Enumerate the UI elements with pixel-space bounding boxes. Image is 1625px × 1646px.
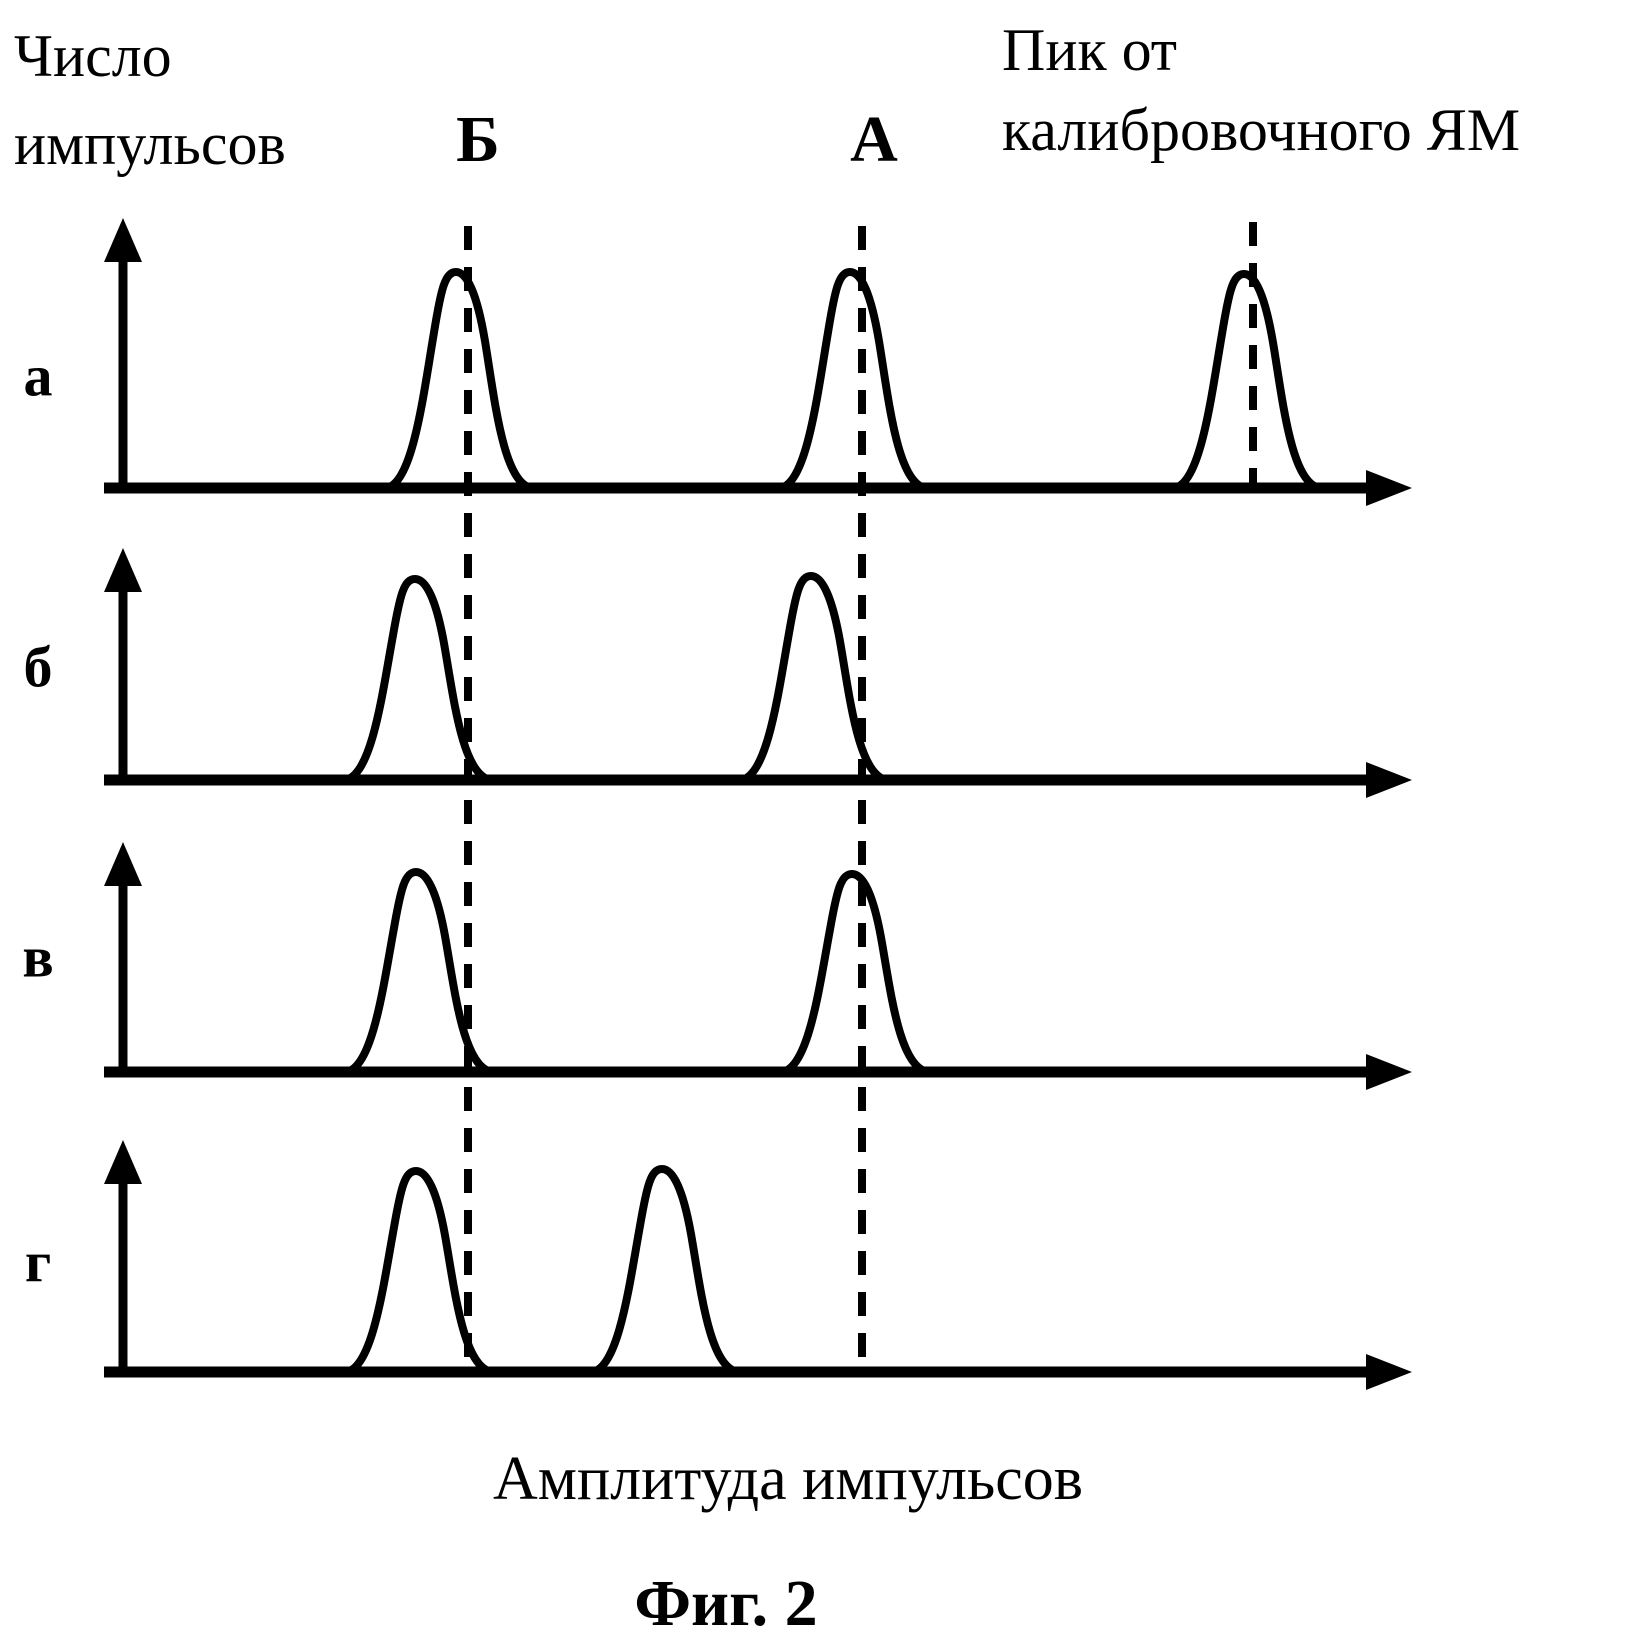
- peak: [342, 575, 494, 784]
- row-label-g: г: [24, 1229, 52, 1295]
- x-axis-arrowhead: [1366, 1054, 1412, 1090]
- spectrum-row-b: [104, 548, 1412, 798]
- y-axis-arrowhead: [104, 1140, 142, 1184]
- spectrum-row-v: [104, 842, 1412, 1090]
- figure-caption: Фиг. 2: [634, 1567, 818, 1640]
- row-label-v: в: [22, 924, 54, 990]
- row-label-b: б: [23, 634, 53, 700]
- peak: [343, 1167, 495, 1376]
- marker-label-a: А: [850, 103, 898, 176]
- spectrum-row-a: [104, 218, 1412, 506]
- y-axis-arrowhead: [104, 548, 142, 592]
- x-axis-arrowhead: [1366, 1354, 1412, 1390]
- y-axis-arrowhead: [104, 218, 142, 262]
- peak: [779, 870, 931, 1076]
- peak: [777, 268, 929, 492]
- marker-label-b: Б: [456, 103, 500, 176]
- peak: [738, 572, 890, 784]
- peak: [383, 268, 535, 492]
- y-axis-arrowhead: [104, 842, 142, 886]
- peak: [589, 1165, 741, 1376]
- row-label-a: а: [23, 343, 53, 409]
- peak: [343, 868, 495, 1076]
- spectrum-row-g: [104, 1140, 1412, 1390]
- y-axis-label: Число импульсов: [14, 23, 286, 177]
- peak: [1171, 270, 1323, 492]
- calibration-peak-label: Пик от калибровочного ЯМ: [1002, 17, 1521, 163]
- x-axis-arrowhead: [1366, 762, 1412, 798]
- x-axis-label: Амплитуда импульсов: [492, 1445, 1084, 1513]
- x-axis-arrowhead: [1366, 470, 1412, 506]
